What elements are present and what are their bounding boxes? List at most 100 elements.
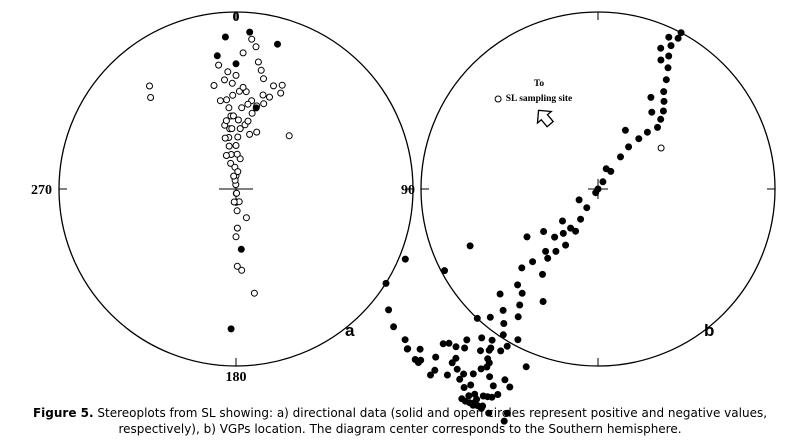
vgp-point <box>674 34 682 42</box>
negative-direction-point <box>221 134 229 142</box>
negative-direction-point <box>239 83 247 91</box>
vgp-point <box>617 153 624 161</box>
vgp-point <box>657 44 665 52</box>
negative-direction-point <box>239 49 247 57</box>
negative-direction-point <box>285 132 293 140</box>
vgp-point <box>662 76 670 84</box>
negative-direction-point <box>225 142 233 150</box>
vgp-point <box>577 215 585 223</box>
vgp-point <box>471 390 479 398</box>
vgp-point <box>514 336 522 344</box>
vgp-point <box>514 313 522 321</box>
negative-direction-point <box>146 82 153 90</box>
vgp-point <box>667 42 675 50</box>
vgp-point <box>484 355 492 363</box>
negative-direction-point <box>225 104 233 112</box>
vgp-point <box>654 123 661 131</box>
open-point <box>494 95 502 103</box>
vgp-point <box>518 264 526 272</box>
vgp-point <box>473 314 481 322</box>
vgp-point <box>539 298 547 305</box>
negative-direction-point <box>210 82 218 89</box>
negative-direction-point <box>246 130 254 138</box>
vgp-point <box>477 365 485 373</box>
positive-direction-point <box>227 325 235 333</box>
vgp-point <box>486 373 494 381</box>
negative-direction-point <box>236 125 244 133</box>
vgp-point <box>516 301 524 309</box>
negative-direction-point <box>248 109 256 117</box>
negative-direction-point <box>266 93 273 101</box>
vgp-point <box>489 382 497 390</box>
negative-direction-point <box>238 104 246 112</box>
negative-direction-point <box>270 82 277 90</box>
caption-text: Stereoplots from SL showing: a) directio… <box>93 406 768 436</box>
annotation-line-1: To <box>534 79 544 89</box>
panel-label-a: a <box>345 321 355 340</box>
direction-arrow-icon <box>536 109 555 128</box>
positive-direction-point <box>252 104 260 112</box>
positive-direction-point <box>213 52 221 60</box>
vgp-point <box>404 345 412 353</box>
vgp-point <box>461 344 469 352</box>
vgp-point <box>382 279 390 287</box>
vgp-point <box>427 371 434 379</box>
vgp-point <box>665 33 673 41</box>
negative-direction-point <box>233 150 241 158</box>
vgp-point <box>483 363 491 371</box>
vgp-point <box>583 204 591 212</box>
vgp-point <box>544 254 552 262</box>
vgp-point <box>494 391 502 398</box>
vgp-point <box>648 108 656 116</box>
vgp-point <box>643 128 651 136</box>
vgp-point <box>448 359 456 367</box>
open-point <box>657 144 665 152</box>
vgp-point <box>417 356 425 364</box>
negative-direction-point <box>232 233 240 241</box>
negative-direction-point <box>250 289 258 297</box>
north-label-a: 0 <box>233 10 240 25</box>
vgp-point <box>500 320 508 327</box>
vgp-point <box>514 281 522 289</box>
vgp-point <box>500 417 508 425</box>
vgp-point <box>467 381 475 389</box>
vgp-point <box>401 336 409 344</box>
vgp-point <box>677 29 685 37</box>
south-label-a: 180 <box>226 370 247 385</box>
negative-direction-point <box>234 116 242 124</box>
negative-direction-point <box>233 262 241 270</box>
negative-direction-point <box>230 172 238 180</box>
vgp-point <box>466 242 474 250</box>
negative-direction-point <box>230 198 238 206</box>
negative-direction-point <box>233 207 241 215</box>
positive-direction-point <box>221 33 229 41</box>
negative-direction-point <box>260 100 268 108</box>
stereonet-a: 0 270 180 a <box>31 10 414 385</box>
vgp-point <box>469 370 477 378</box>
vgp-point <box>431 366 439 374</box>
points-a <box>146 28 293 333</box>
vgp-point <box>479 402 487 410</box>
vgp-point <box>486 313 494 321</box>
negative-direction-point <box>215 61 223 69</box>
vgp-point <box>551 233 559 241</box>
vgp-point <box>503 409 511 417</box>
negative-direction-point <box>248 35 256 43</box>
negative-direction-point <box>254 58 262 66</box>
vgp-point <box>456 375 464 383</box>
vgp-point <box>478 334 486 342</box>
negative-direction-point <box>228 79 236 87</box>
negative-direction-point <box>257 66 265 74</box>
annotation-line-2: SL sampling site <box>506 94 573 104</box>
vgp-point <box>499 331 507 339</box>
west-label-a: 270 <box>31 183 52 198</box>
vgp-point <box>575 196 583 204</box>
vgp-point <box>647 93 655 101</box>
negative-direction-point <box>234 133 242 141</box>
vgp-point <box>465 392 473 400</box>
positive-direction-point <box>274 40 281 48</box>
vgp-point <box>452 354 460 362</box>
vgp-point <box>460 370 468 378</box>
vgp-point <box>432 353 440 361</box>
negative-direction-point <box>227 159 235 167</box>
